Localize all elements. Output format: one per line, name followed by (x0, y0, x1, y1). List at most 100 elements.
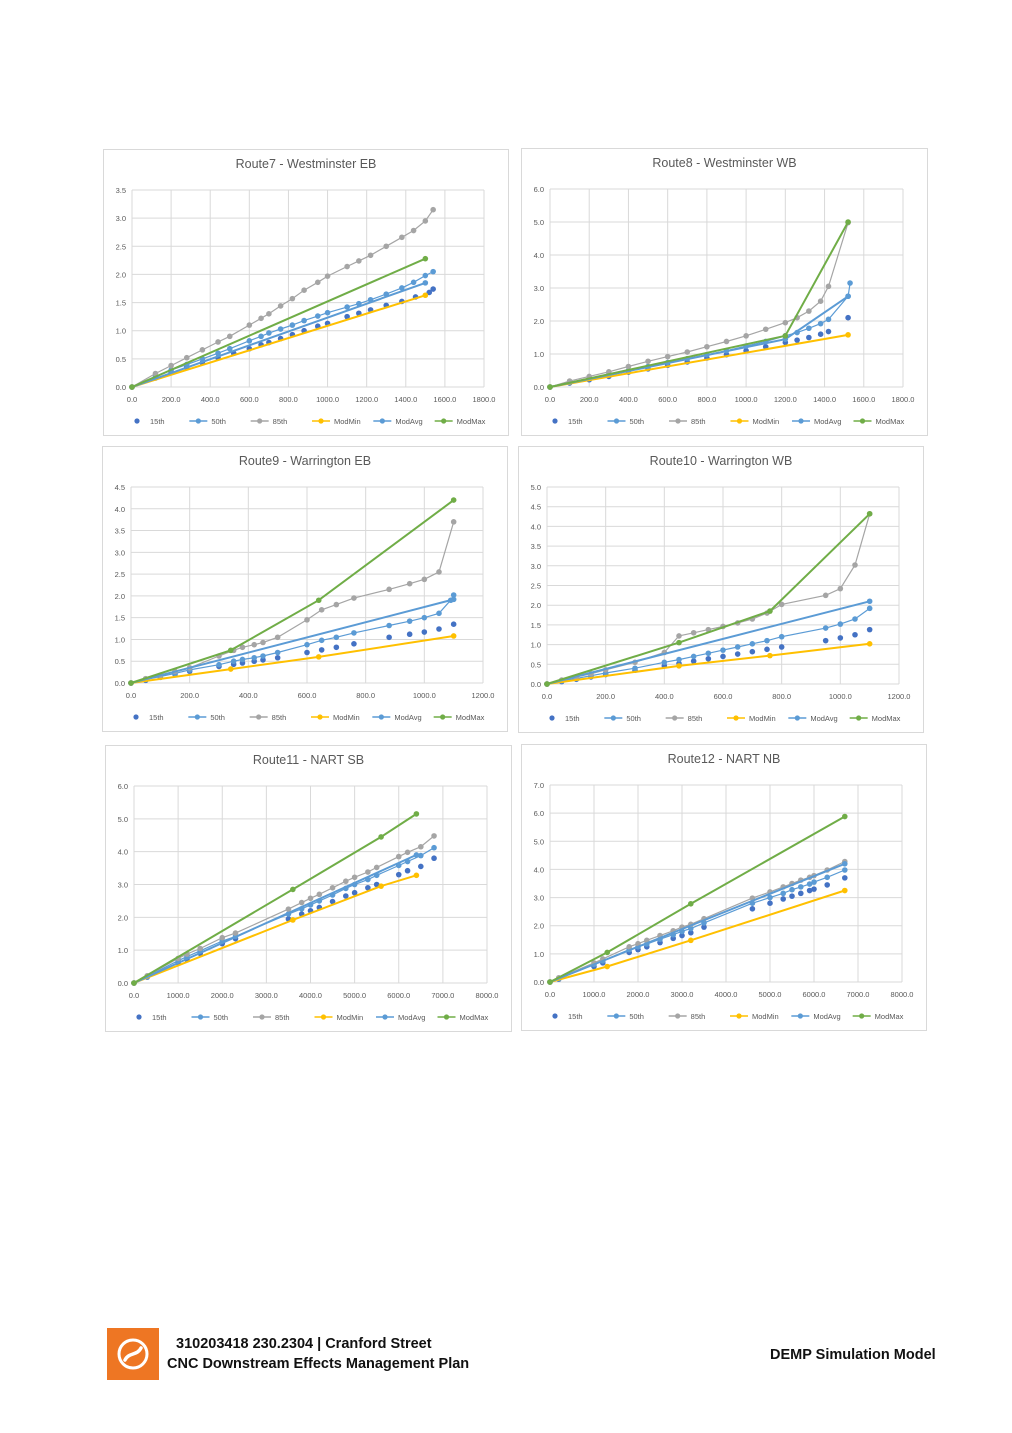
legend-marker-85th (257, 418, 263, 424)
data-point-modmin (450, 633, 457, 639)
data-point-15th (679, 932, 685, 939)
data-point-15th (260, 657, 266, 663)
legend-label: 85th (275, 1013, 290, 1022)
y-tick-label: 0.0 (534, 383, 544, 392)
data-point-50th (215, 350, 221, 357)
y-tick-label: 4.5 (115, 483, 125, 492)
legend-label: ModMin (333, 713, 360, 722)
y-tick-label: 2.0 (531, 601, 541, 610)
data-point-modmin (845, 332, 851, 338)
data-point-15th (431, 855, 437, 862)
y-tick-label: 0.0 (531, 680, 541, 689)
legend-label: ModMax (875, 1012, 904, 1021)
x-tick-label: 600.0 (240, 395, 259, 404)
data-point-15th (822, 637, 829, 644)
data-point-50th (301, 317, 307, 324)
data-point-50th (866, 605, 873, 612)
legend-marker-modavg (379, 418, 385, 424)
chart-route12: Route12 - NART NB 0.0 1000.0 2000.0 3000.0 40… (521, 744, 927, 1031)
data-point-50th (386, 622, 392, 629)
x-tick-label: 3000.0 (255, 991, 278, 1000)
data-point-15th (767, 900, 773, 906)
data-point-85th (316, 891, 323, 898)
footer-project-title: 310203418 230.2304 | Cranford Street (176, 1336, 432, 1352)
data-point-85th (285, 906, 292, 912)
series-line-modmax (549, 221, 849, 388)
data-point-85th (314, 279, 321, 286)
data-point-85th (183, 354, 190, 361)
series-line-modavg (549, 295, 849, 388)
data-point-50th (344, 304, 350, 310)
data-point-modmin (422, 292, 429, 299)
series-line-modmax (131, 257, 426, 388)
y-tick-label: 4.0 (115, 505, 125, 514)
x-tick-label: 0.0 (545, 395, 555, 404)
data-point-50th (260, 653, 266, 659)
legend-marker-15th (136, 1014, 142, 1020)
x-tick-label: 1000.0 (167, 991, 190, 1000)
x-tick-label: 0.0 (129, 991, 139, 1000)
y-tick-label: 2.0 (116, 270, 126, 279)
data-point-85th (219, 934, 226, 941)
data-point-15th (845, 314, 851, 321)
data-point-50th (421, 614, 428, 621)
legend-marker-85th (256, 714, 262, 720)
data-point-85th (743, 333, 749, 339)
legend-label: 15th (565, 714, 580, 723)
series-line-85th (131, 209, 434, 388)
data-point-15th (794, 337, 800, 343)
data-point-modmax (688, 900, 694, 907)
legend-marker-85th (675, 1013, 681, 1019)
y-tick-label: 0.0 (116, 383, 126, 392)
x-tick-label: 1000.0 (735, 395, 758, 404)
legend-label: ModMax (872, 714, 901, 723)
series-line-85th (130, 521, 455, 684)
legend-marker-modmax (440, 714, 446, 720)
x-tick-label: 200.0 (162, 395, 181, 404)
data-point-50th (251, 654, 257, 661)
series-line-modavg (130, 598, 454, 684)
legend-label: 15th (152, 1013, 167, 1022)
data-point-modmax (547, 979, 553, 985)
chart-route7: Route7 - Westminster EB 0.0 200.0 400.0 600.… (103, 149, 509, 436)
data-point-50th (216, 661, 222, 668)
x-tick-label: 0.0 (127, 395, 137, 404)
data-point-85th (626, 944, 632, 950)
data-point-85th (277, 303, 284, 309)
x-tick-label: 0.0 (542, 692, 552, 701)
data-point-85th (430, 206, 436, 213)
legend-marker-modmin (318, 418, 324, 424)
chart-route8: Route8 - Westminster WB 0.0 200.0 400.0 600.… (521, 148, 928, 436)
data-point-modmin (413, 872, 420, 879)
x-tick-label: 1000.0 (583, 990, 606, 999)
legend-label: ModMin (753, 417, 780, 426)
x-tick-label: 1400.0 (394, 395, 417, 404)
data-point-85th (199, 347, 206, 353)
legend-marker-modmin (317, 714, 323, 720)
x-tick-label: 2000.0 (211, 991, 234, 1000)
legend-marker-modmin (733, 715, 739, 721)
data-point-85th (852, 562, 858, 568)
series-line-modmin (133, 874, 417, 984)
data-point-15th (450, 621, 457, 627)
data-point-85th (690, 629, 697, 636)
data-point-50th (246, 338, 253, 344)
data-point-15th (842, 875, 848, 881)
x-tick-label: 2000.0 (627, 990, 650, 999)
x-tick-label: 1200.0 (472, 691, 495, 700)
series-line-modavg (549, 862, 846, 983)
data-point-85th (418, 843, 424, 850)
data-point-85th (274, 634, 281, 641)
series-line-modmax (546, 513, 871, 685)
legend-marker-85th (259, 1014, 265, 1020)
data-point-50th (418, 852, 424, 859)
data-point-85th (232, 930, 239, 936)
chart-route11-svg: Route11 - NART SB 0.0 1000.0 2000.0 3000.0 40… (118, 753, 499, 1022)
y-tick-label: 1.0 (116, 327, 126, 336)
data-point-85th (344, 263, 350, 270)
data-point-modavg (842, 861, 848, 867)
data-point-50th (690, 653, 697, 660)
x-tick-label: 400.0 (201, 395, 220, 404)
data-point-85th (645, 358, 651, 365)
data-point-modmax (413, 811, 420, 817)
